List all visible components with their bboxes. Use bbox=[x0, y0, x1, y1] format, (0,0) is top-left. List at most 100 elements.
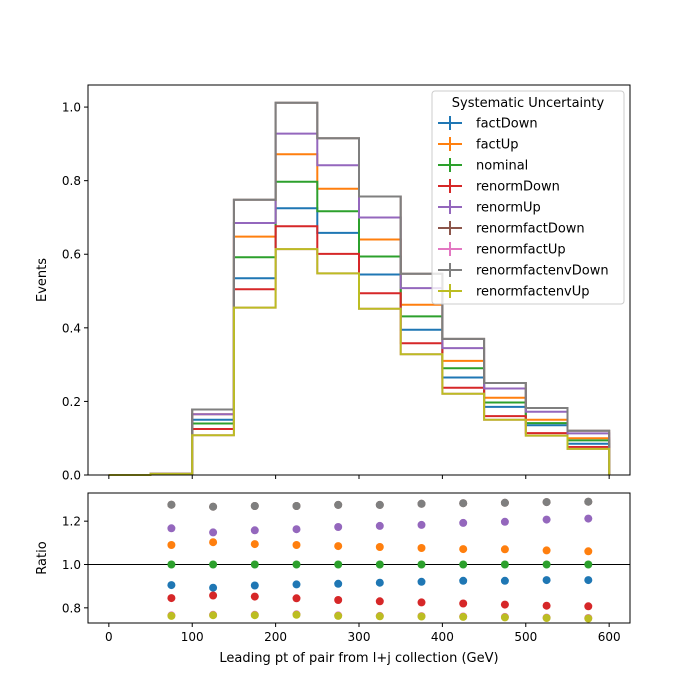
ratio-point-renormfactenvDown bbox=[584, 497, 593, 506]
legend-label-renormfactDown: renormfactDown bbox=[476, 222, 585, 237]
legend-label-factUp: factUp bbox=[476, 138, 519, 153]
histogram-series-group bbox=[108, 101, 611, 476]
ratio-point-renormfactenvUp bbox=[375, 612, 384, 621]
ratio-y-axis-label: Ratio bbox=[35, 541, 50, 574]
ratio-point-factDown bbox=[417, 577, 426, 586]
ratio-point-renormUp bbox=[334, 523, 343, 531]
legend-label-nominal: nominal bbox=[476, 159, 528, 174]
x-tick-label: 200 bbox=[264, 630, 287, 644]
ratio-point-renormDown bbox=[459, 599, 468, 608]
ratio-point-nominal bbox=[209, 560, 218, 569]
ratio-point-factUp bbox=[250, 540, 259, 549]
ratio-point-nominal bbox=[459, 560, 468, 569]
x-axis-ticks-top-panel bbox=[108, 475, 610, 479]
ratio-point-factDown bbox=[542, 576, 551, 585]
y-tick-label: 0.8 bbox=[62, 174, 81, 188]
ratio-point-factDown bbox=[292, 580, 301, 589]
y-tick-label: 0.6 bbox=[62, 248, 81, 262]
legend-label-renormfactenvDown: renormfactenvDown bbox=[476, 264, 609, 279]
ratio-point-renormfactenvUp bbox=[250, 611, 259, 620]
legend-box bbox=[431, 90, 625, 305]
ratio-point-factUp bbox=[334, 542, 343, 551]
ratio-point-renormDown bbox=[292, 594, 301, 603]
ratio-point-renormfactenvDown bbox=[459, 499, 468, 508]
ratio-point-renormfactenvUp bbox=[292, 610, 301, 619]
legend-label-renormDown: renormDown bbox=[476, 180, 560, 195]
ratio-point-renormUp bbox=[584, 514, 593, 523]
ratio-point-renormfactenvUp bbox=[542, 614, 551, 622]
ratio-point-nominal bbox=[417, 560, 426, 569]
legend-items: factDown factUp nominal renormDown renormUp r… bbox=[438, 116, 609, 300]
ratio-point-renormfactenvUp bbox=[417, 612, 426, 621]
ratio-point-factUp bbox=[500, 545, 509, 554]
ratio-point-factDown bbox=[459, 576, 468, 585]
ratio-point-renormDown bbox=[584, 602, 593, 611]
ratio-point-renormfactenvDown bbox=[167, 500, 176, 509]
ratio-y-tick-label: 1.2 bbox=[62, 515, 81, 529]
ratio-point-renormfactenvUp bbox=[167, 611, 176, 620]
ratio-point-factUp bbox=[584, 547, 593, 556]
histogram-line-renormfactenvUp bbox=[108, 248, 611, 476]
ratio-y-tick-label: 1.0 bbox=[62, 558, 81, 572]
ratio-point-renormfactenvDown bbox=[334, 500, 343, 509]
ratio-point-renormUp bbox=[542, 515, 551, 524]
ratio-point-nominal bbox=[375, 560, 384, 569]
ratio-point-renormDown bbox=[334, 596, 343, 604]
ratio-point-factDown bbox=[167, 581, 176, 590]
y-axis-ticks: 0.0 0.2 0.4 0.6 0.8 1.0 bbox=[62, 101, 88, 483]
ratio-point-renormDown bbox=[250, 592, 259, 601]
y-tick-label: 0.0 bbox=[62, 469, 81, 483]
ratio-point-factUp bbox=[292, 541, 301, 549]
ratio-point-factUp bbox=[375, 543, 384, 551]
ratio-plot-frame bbox=[87, 492, 631, 624]
ratio-point-renormUp bbox=[167, 524, 176, 533]
legend-label-renormfactUp: renormfactUp bbox=[476, 243, 566, 258]
x-tick-label: 600 bbox=[598, 630, 621, 644]
x-axis-ticks: 0 100 200 300 400 500 600 bbox=[105, 623, 621, 644]
legend-label-factDown: factDown bbox=[476, 117, 538, 132]
x-axis-label: Leading pt of pair from l+j collection (… bbox=[219, 651, 498, 666]
ratio-point-renormfactenvUp bbox=[584, 614, 593, 623]
ratio-point-renormfactenvDown bbox=[209, 502, 218, 511]
ratio-point-renormUp bbox=[459, 518, 468, 527]
ratio-point-renormUp bbox=[375, 521, 384, 530]
ratio-point-renormfactenvDown bbox=[417, 499, 426, 508]
ratio-point-nominal bbox=[584, 560, 593, 569]
x-tick-label: 300 bbox=[348, 630, 371, 644]
ratio-point-nominal bbox=[167, 560, 176, 569]
y-axis-label: Events bbox=[35, 258, 50, 302]
ratio-point-nominal bbox=[250, 560, 259, 569]
y-tick-label: 0.2 bbox=[62, 395, 81, 409]
x-tick-label: 100 bbox=[181, 630, 204, 644]
ratio-point-renormfactenvUp bbox=[334, 611, 343, 620]
ratio-point-renormfactenvDown bbox=[375, 500, 384, 509]
ratio-point-renormfactenvDown bbox=[292, 502, 301, 510]
ratio-point-renormUp bbox=[292, 525, 301, 534]
y-tick-label: 0.4 bbox=[62, 321, 81, 335]
ratio-point-factDown bbox=[250, 581, 259, 590]
legend: Systematic Uncertainty factDown factUp nom… bbox=[431, 90, 625, 305]
ratio-point-factUp bbox=[167, 541, 176, 549]
ratio-point-factUp bbox=[209, 538, 218, 547]
ratio-point-renormfactenvDown bbox=[500, 498, 509, 507]
ratio-point-renormfactenvUp bbox=[209, 611, 218, 620]
ratio-point-renormDown bbox=[500, 600, 509, 609]
ratio-point-renormfactenvUp bbox=[459, 612, 468, 621]
x-tick-label: 500 bbox=[514, 630, 537, 644]
ratio-point-nominal bbox=[292, 560, 301, 569]
histogram-line-renormfactenvDown bbox=[108, 101, 611, 476]
ratio-point-renormfactenvDown bbox=[542, 498, 551, 507]
ratio-point-renormfactenvDown bbox=[250, 502, 259, 510]
legend-label-renormUp: renormUp bbox=[476, 201, 541, 216]
ratio-point-factDown bbox=[375, 578, 384, 587]
ratio-point-renormDown bbox=[209, 591, 218, 600]
ratio-y-tick-label: 0.8 bbox=[62, 601, 81, 615]
ratio-point-renormDown bbox=[542, 601, 551, 610]
ratio-panel: 0.8 1.0 1.2 0 100 200 300 400 500 600 Ratio Lead… bbox=[35, 492, 631, 666]
legend-title: Systematic Uncertainty bbox=[452, 96, 605, 111]
ratio-point-renormfactenvUp bbox=[500, 613, 509, 622]
ratio-point-factUp bbox=[417, 544, 426, 552]
x-tick-label: 400 bbox=[431, 630, 454, 644]
main-histogram-panel: 0.0 0.2 0.4 0.6 0.8 1.0 Events Systematic Unc… bbox=[35, 84, 631, 483]
